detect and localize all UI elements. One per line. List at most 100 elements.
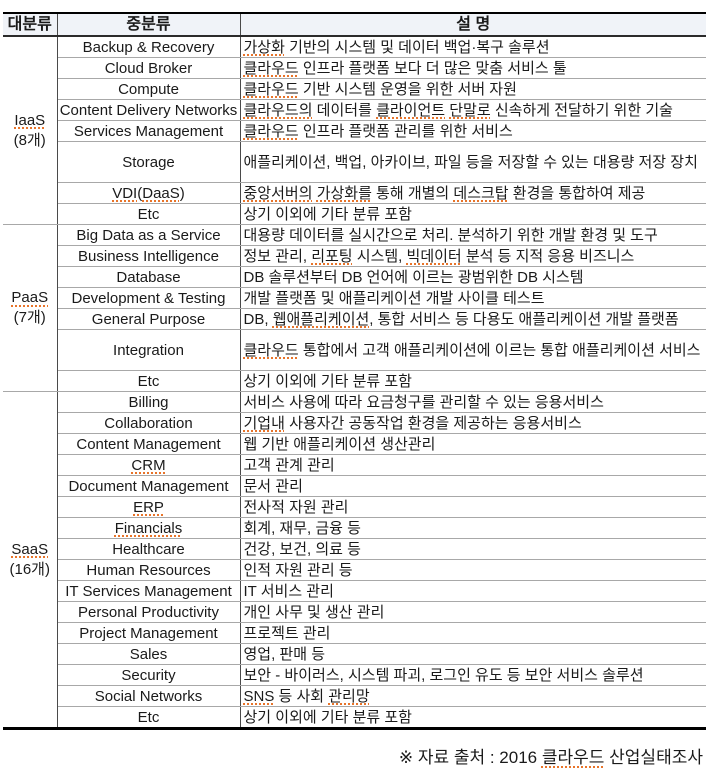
major-category-cell: PaaS (7개) — [3, 224, 58, 392]
middle-category-cell: Personal Productivity — [57, 601, 241, 623]
spellcheck-underline: CRM — [131, 456, 166, 474]
table-row: VDI(DaaS) 중앙서버의 가상화를 통해 개별의 데스크탑 환경을 통합하여… — [3, 182, 706, 204]
middle-category-cell: Development & Testing — [57, 287, 241, 309]
table-row: Storage 애플리케이션, 백업, 아카이브, 파일 등을 저장할 수 있는 … — [3, 141, 706, 183]
table-row: Business Intelligence 정보 관리, 리포팅 시스템, 빅데이… — [3, 245, 706, 267]
spellcheck-underline: VDI — [112, 184, 138, 202]
table-row: Document Management 문서 관리 — [3, 475, 706, 497]
middle-category-cell: Healthcare — [57, 538, 241, 560]
table-row: ERP 전사적 자원 관리 — [3, 496, 706, 518]
description-cell: 대용량 데이터를 실시간으로 처리. 분석하기 위한 개발 환경 및 도구 — [240, 224, 706, 246]
description-cell: 건강, 보건, 의료 등 — [240, 538, 706, 560]
major-category-label: SaaS — [3, 540, 57, 560]
table-row: Content Delivery Networks 클라우드의 데이터를 클라이언… — [3, 99, 706, 121]
major-category-count: (8개) — [13, 131, 46, 149]
description-cell: DB 솔루션부터 DB 언어에 이르는 광범위한 DB 시스템 — [240, 266, 706, 288]
middle-category-cell: Sales — [57, 643, 241, 665]
description-cell: 인적 자원 관리 등 — [240, 559, 706, 581]
description-cell: 보안 - 바이러스, 시스템 파괴, 로그인 유도 등 보안 서비스 솔루션 — [240, 664, 706, 686]
table-row: Compute 클라우드 기반 시스템 운영을 위한 서버 자원 — [3, 78, 706, 100]
description-cell: 클라우드 기반 시스템 운영을 위한 서버 자원 — [240, 78, 706, 100]
description-cell: 클라우드 인프라 플랫폼 보다 더 많은 맞춤 서비스 툴 — [240, 57, 706, 79]
header-major-category: 대분류 — [3, 13, 58, 37]
table-row: Financials 회계, 재무, 금융 등 — [3, 517, 706, 539]
middle-category-cell: Human Resources — [57, 559, 241, 581]
spellcheck-underline: SaaS — [11, 540, 49, 558]
table-row: Etc 상기 이외에 기타 분류 포함 — [3, 203, 706, 225]
major-category-cell: IaaS (8개) — [3, 36, 58, 225]
description-cell: 상기 이외에 기타 분류 포함 — [240, 370, 706, 392]
description-cell: 클라우드 통합에서 고객 애플리케이션에 이르는 통합 애플리케이션 서비스 — [240, 329, 706, 371]
description-cell: 중앙서버의 가상화를 통해 개별의 데스크탑 환경을 통합하여 제공 — [240, 182, 706, 204]
description-cell: 영업, 판매 등 — [240, 643, 706, 665]
table-row: Human Resources 인적 자원 관리 등 — [3, 559, 706, 581]
major-category-label: IaaS — [3, 111, 57, 131]
middle-category-cell: Etc — [57, 706, 241, 729]
middle-category-cell: Etc — [57, 370, 241, 392]
description-cell: 프로젝트 관리 — [240, 622, 706, 644]
table-row: General Purpose DB, 웹애플리케이션, 통합 서비스 등 다용도… — [3, 308, 706, 330]
table-row: Security 보안 - 바이러스, 시스템 파괴, 로그인 유도 등 보안 서… — [3, 664, 706, 686]
description-cell: IT 서비스 관리 — [240, 580, 706, 602]
table-row: Healthcare 건강, 보건, 의료 등 — [3, 538, 706, 560]
header-middle-category: 중분류 — [57, 13, 241, 37]
description-cell: 상기 이외에 기타 분류 포함 — [240, 706, 706, 729]
spellcheck-underline: 클라우드의 — [243, 101, 313, 119]
spellcheck-underline: 빅데이터 — [406, 247, 462, 265]
description-cell: 개인 사무 및 생산 관리 — [240, 601, 706, 623]
spellcheck-underline: 클라우드 — [243, 122, 299, 140]
table-row: IT Services Management IT 서비스 관리 — [3, 580, 706, 602]
major-category-count: (16개) — [9, 560, 50, 578]
description-cell: 애플리케이션, 백업, 아카이브, 파일 등을 저장할 수 있는 대용량 저장 … — [240, 141, 706, 183]
middle-category-cell: IT Services Management — [57, 580, 241, 602]
source-note: ※ 자료 출처 : 2016 클라우드 산업실태조사 — [398, 748, 703, 767]
middle-category-cell: Database — [57, 266, 241, 288]
spellcheck-underline: 리포팅 — [311, 247, 353, 265]
table-row: Cloud Broker 클라우드 인프라 플랫폼 보다 더 많은 맞춤 서비스 … — [3, 57, 706, 79]
middle-category-cell: Cloud Broker — [57, 57, 241, 79]
table-row: Project Management 프로젝트 관리 — [3, 622, 706, 644]
middle-category-cell: CRM — [57, 454, 241, 476]
spellcheck-underline: SNS — [243, 687, 275, 705]
middle-category-cell: Collaboration — [57, 412, 241, 434]
description-cell: 전사적 자원 관리 — [240, 496, 706, 518]
description-cell: 회계, 재무, 금융 등 — [240, 517, 706, 539]
spellcheck-underline: ERP — [133, 498, 164, 516]
description-cell: 가상화 기반의 시스템 및 데이터 백업·복구 솔루션 — [240, 36, 706, 58]
middle-category-cell: ERP — [57, 496, 241, 518]
description-cell: 고객 관계 관리 — [240, 454, 706, 476]
table-row: SaaS (16개) Billing 서비스 사용에 따라 요금청구를 관리할 수 있… — [3, 391, 706, 729]
middle-category-cell: Security — [57, 664, 241, 686]
spellcheck-underline: PaaS — [11, 289, 49, 306]
middle-category-cell: General Purpose — [57, 308, 241, 330]
table-row: Sales 영업, 판매 등 — [3, 643, 706, 665]
table-row: Development & Testing 개발 플랫폼 및 애플리케이션 개발 … — [3, 287, 706, 309]
table-row: Personal Productivity 개인 사무 및 생산 관리 — [3, 601, 706, 623]
spellcheck-underline: 데스크탑 — [453, 184, 509, 202]
spellcheck-underline: 클라우드 — [243, 59, 299, 77]
spellcheck-underline: 가상화 — [243, 38, 285, 56]
spellcheck-underline: 클라우드 — [541, 748, 605, 767]
middle-category-cell: Project Management — [57, 622, 241, 644]
middle-category-cell: Content Management — [57, 433, 241, 455]
description-cell: 정보 관리, 리포팅 시스템, 빅데이터 분석 등 지적 응용 비즈니스 — [240, 245, 706, 267]
middle-category-cell: Financials — [57, 517, 241, 539]
description-cell: 문서 관리 — [240, 475, 706, 497]
table-row: Social Networks SNS 등 사회 관리망 — [3, 685, 706, 707]
middle-category-cell: Storage — [57, 141, 241, 183]
spellcheck-underline: 단말로 — [449, 101, 491, 119]
major-category-label: PaaS — [3, 288, 57, 308]
header-description: 설 명 — [240, 13, 706, 37]
middle-category-cell: Compute — [57, 78, 241, 100]
table-row: IaaS (8개) Backup & Recovery 가상화 기반의 시스템 및 데… — [3, 36, 706, 225]
table-row: CRM 고객 관계 관리 — [3, 454, 706, 476]
table-header: 대분류 중분류 설 명 — [3, 13, 706, 37]
spellcheck-underline: 중앙서버의 — [243, 184, 313, 202]
spellcheck-underline: IaaS — [14, 111, 46, 129]
spellcheck-underline: 기업내 — [243, 414, 285, 432]
middle-category-cell: Services Management — [57, 120, 241, 142]
spellcheck-underline: 클라이언트 — [376, 101, 446, 119]
table-row: Integration 클라우드 통합에서 고객 애플리케이션에 이르는 통합 애… — [3, 329, 706, 371]
middle-category-cell: Social Networks — [57, 685, 241, 707]
